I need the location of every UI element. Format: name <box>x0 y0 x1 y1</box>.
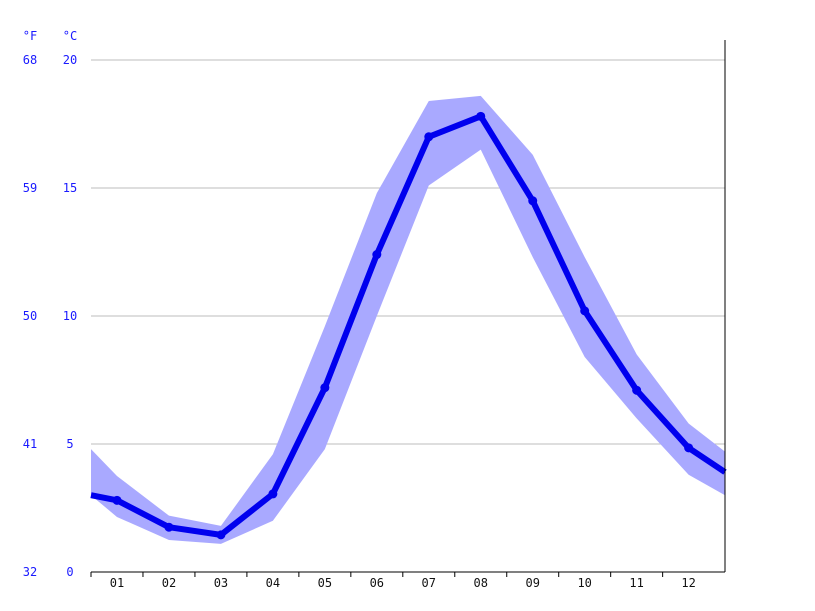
y-tick-fahrenheit: 41 <box>23 437 37 451</box>
x-tick-label: 02 <box>162 576 176 590</box>
y-tick-celsius: 5 <box>66 437 73 451</box>
data-point <box>372 250 382 260</box>
celsius-unit-label: °C <box>63 29 77 43</box>
temperature-range-band <box>91 95 725 544</box>
x-tick-label: 12 <box>681 576 695 590</box>
x-tick-label: 08 <box>474 576 488 590</box>
data-point <box>632 385 642 395</box>
x-tick-label: 09 <box>525 576 539 590</box>
band-layer <box>91 95 725 544</box>
x-tick-label: 04 <box>266 576 280 590</box>
data-point <box>112 495 122 505</box>
x-tick-label: 06 <box>370 576 384 590</box>
data-point <box>164 522 174 532</box>
label-layer: °F °C 0 32 5 41 10 50 15 59 20 68 01 02 03 04 05 06 07 08… <box>23 29 696 590</box>
y-tick-celsius: 20 <box>63 53 77 67</box>
data-point <box>580 306 590 316</box>
y-tick-fahrenheit: 59 <box>23 181 37 195</box>
fahrenheit-unit-label: °F <box>23 29 37 43</box>
x-tick-label: 10 <box>577 576 591 590</box>
data-point <box>268 489 278 499</box>
x-tick-label: 11 <box>629 576 643 590</box>
x-tick-label: 03 <box>214 576 228 590</box>
y-tick-celsius: 15 <box>63 181 77 195</box>
data-point <box>320 383 330 393</box>
data-point <box>684 443 694 453</box>
data-point <box>424 132 434 142</box>
y-tick-celsius: 10 <box>63 309 77 323</box>
y-tick-fahrenheit: 50 <box>23 309 37 323</box>
axis-layer <box>90 40 726 577</box>
data-point <box>528 196 538 206</box>
x-tick-label: 01 <box>110 576 124 590</box>
y-tick-celsius: 0 <box>66 565 73 579</box>
data-point <box>216 530 226 540</box>
y-tick-fahrenheit: 68 <box>23 53 37 67</box>
y-tick-fahrenheit: 32 <box>23 565 37 579</box>
data-point <box>476 111 486 121</box>
x-tick-label: 07 <box>422 576 436 590</box>
x-tick-label: 05 <box>318 576 332 590</box>
average-temperature-line <box>90 113 727 538</box>
line-layer <box>90 111 727 540</box>
